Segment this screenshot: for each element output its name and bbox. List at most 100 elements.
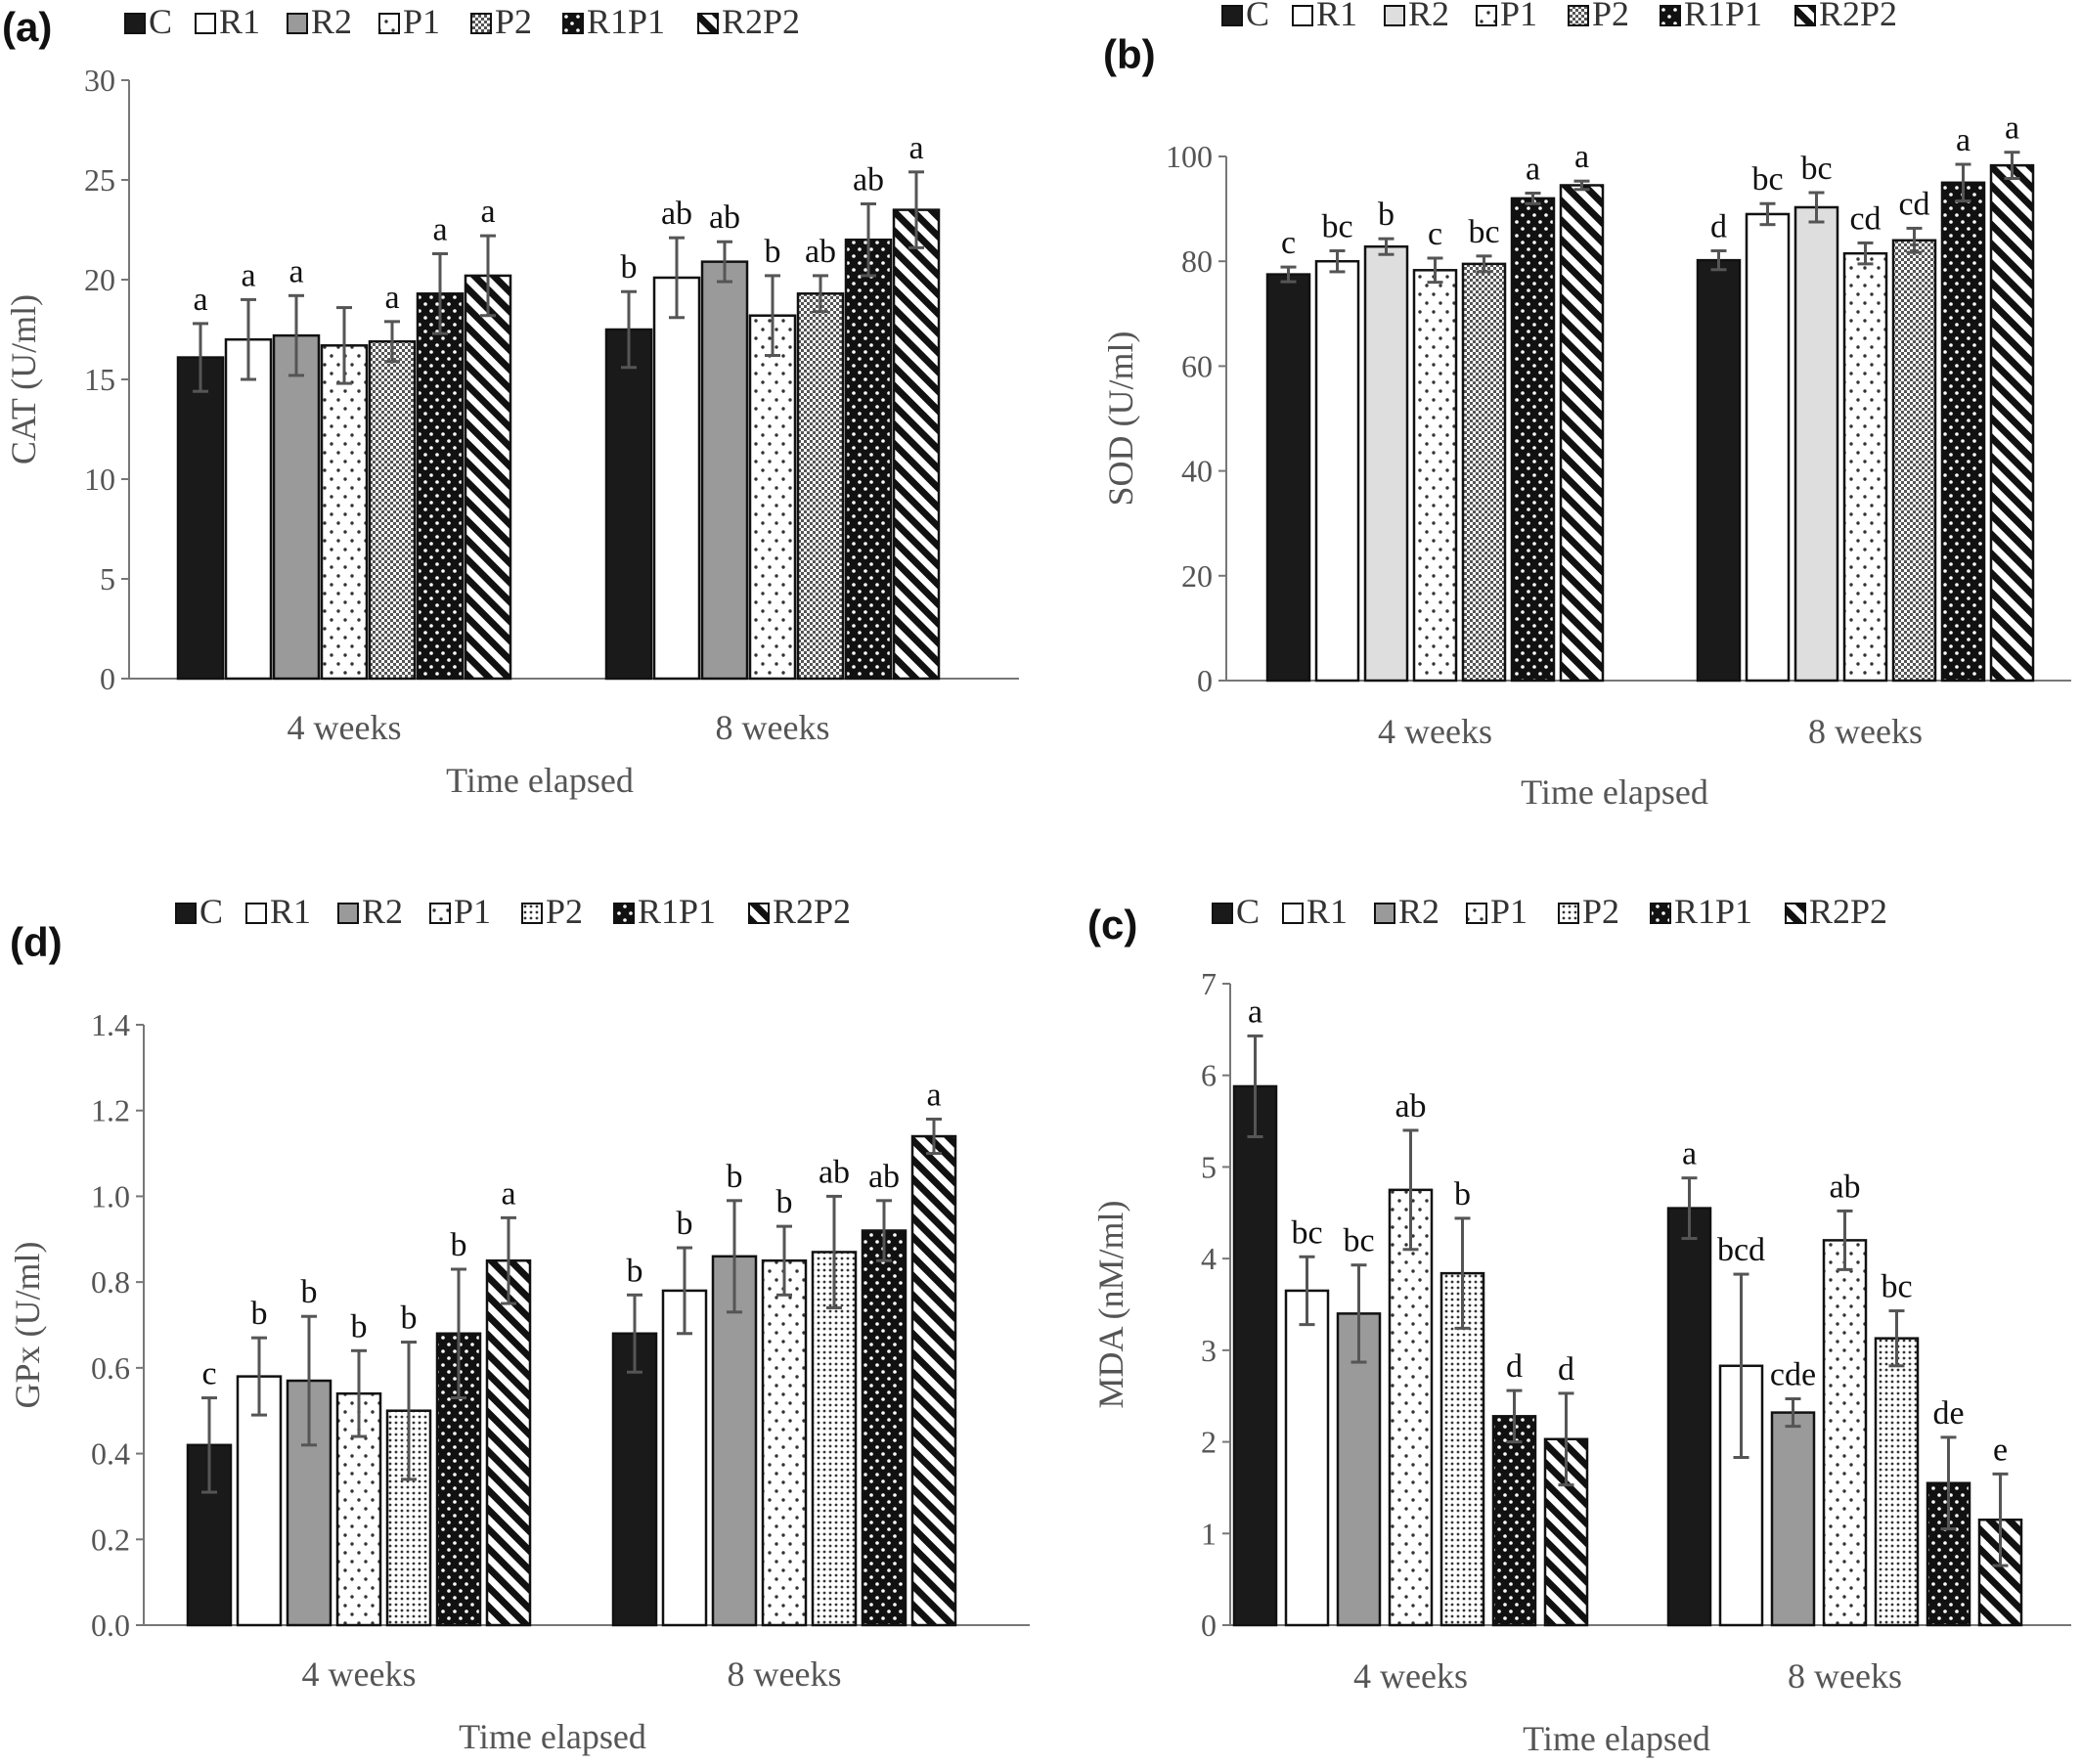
y-tick-label-c: 5 [1201, 1149, 1217, 1184]
bar-c-C-1 [1666, 1207, 1712, 1627]
legend-swatch-d-R1P1 [613, 903, 635, 924]
legend-swatch-b-R2P2 [1794, 5, 1816, 26]
bar-b-R1P1-0 [1510, 197, 1556, 683]
y-tick-label-c: 6 [1201, 1058, 1217, 1093]
significance-label-c: cde [1770, 1357, 1816, 1393]
significance-label-a: ab [853, 161, 884, 198]
legend-a: C R1 R2 P1 P2 R1P1 R2P2 [124, 2, 800, 41]
significance-label-b: c [1281, 225, 1296, 261]
legend-swatch-a-P2 [470, 13, 492, 34]
y-tick-label-a: 0 [100, 661, 115, 696]
significance-label-b: a [2005, 110, 2019, 147]
legend-label-b: P1 [1500, 0, 1537, 33]
bar-b-P1-1 [1842, 251, 1888, 683]
legend-swatch-b-R2 [1384, 5, 1405, 26]
bar-a-R1-1 [652, 276, 701, 681]
bar-d-P2-1 [811, 1251, 858, 1627]
y-tick-label-c: 0 [1201, 1608, 1217, 1643]
y-tick-label-d: 0.6 [91, 1350, 130, 1386]
x-axis-title-c: Time elapsed [1523, 1719, 1710, 1758]
y-tick-label-c: 4 [1201, 1241, 1217, 1276]
legend-label-a: R2P2 [722, 2, 800, 41]
category-label-c: 4 weeks [1353, 1656, 1468, 1696]
legend-label-d: R2 [362, 892, 403, 931]
y-tick-label-a: 5 [100, 561, 115, 596]
legend-swatch-a-R1 [195, 13, 216, 34]
significance-label-a: b [621, 249, 638, 286]
legend-swatch-c-R2P2 [1785, 903, 1806, 924]
category-label-a: 4 weeks [288, 708, 402, 747]
significance-label-d: b [627, 1253, 643, 1289]
significance-label-d: b [351, 1308, 368, 1345]
significance-label-c: e [1993, 1432, 2008, 1468]
significance-label-d: a [501, 1175, 515, 1212]
significance-label-d: b [251, 1296, 268, 1332]
legend-d: C R1 R2 P1 P2 R1P1 R2P2 [175, 892, 851, 931]
y-axis-title-c: MDA (nM/ml) [1091, 1200, 1130, 1408]
bar-b-R2P2-0 [1559, 184, 1605, 683]
x-axis-title-a: Time elapsed [446, 761, 634, 800]
bar-b-R1-1 [1745, 212, 1791, 683]
chart-d: 0.0 0.2 0.4 0.6 0.8 1.0 1.2 1.4 GPx (U/ml) Time e… [8, 1007, 1030, 1756]
bar-a-P1-1 [748, 314, 797, 681]
legend-swatch-c-C [1212, 903, 1233, 924]
bar-b-R2-0 [1363, 244, 1409, 683]
y-tick-label-d: 0.4 [91, 1436, 130, 1472]
bar-a-P2-1 [796, 292, 845, 681]
bar-c-R2-1 [1770, 1411, 1816, 1627]
y-tick-label-a: 25 [84, 162, 115, 198]
y-tick-label-a: 30 [84, 63, 115, 98]
legend-swatch-a-P1 [378, 13, 400, 34]
y-tick-label-b: 60 [1181, 348, 1213, 383]
legend-swatch-c-R2 [1374, 903, 1395, 924]
y-tick-label-b: 80 [1181, 243, 1213, 279]
legend-c: C R1 R2 P1 P2 R1P1 R2P2 [1212, 892, 1887, 931]
legend-label-c: P2 [1582, 892, 1619, 931]
y-axis-title-b: SOD (U/ml) [1101, 331, 1140, 507]
x-axis-title-d: Time elapsed [459, 1717, 646, 1756]
legend-label-a: R1P1 [587, 2, 665, 41]
bar-a-R2-1 [700, 260, 749, 681]
bar-a-R1P1-0 [416, 292, 465, 681]
significance-label-a: ab [805, 234, 836, 270]
legend-swatch-b-C [1221, 5, 1243, 26]
significance-label-c: bc [1343, 1223, 1374, 1259]
significance-label-b: a [1574, 139, 1589, 175]
category-label-d: 8 weeks [728, 1654, 842, 1694]
bar-b-R2-1 [1793, 205, 1839, 683]
bar-a-P2-0 [368, 339, 417, 681]
chart-b: 0 20 40 60 80 100 SOD (U/ml) Time elapsed 4 week… [1101, 110, 2071, 812]
y-tick-label-c: 7 [1201, 966, 1217, 1001]
bar-c-P2-1 [1874, 1337, 1920, 1627]
panel-c: (c) C R1 R2 P1 P2 R1P1 R2P2 0 1 2 3 4 5 6 7 MDA (nM/ml… [1087, 892, 2071, 1758]
bar-c-P1-1 [1822, 1239, 1868, 1627]
legend-label-c: R1 [1306, 892, 1348, 931]
y-tick-label-d: 1.4 [91, 1007, 130, 1042]
bar-b-C-1 [1696, 258, 1742, 683]
significance-label-d: ab [819, 1154, 850, 1190]
legend-label-a: P1 [403, 2, 440, 41]
significance-label-a: a [432, 211, 447, 247]
legend-swatch-a-R2 [287, 13, 308, 34]
significance-label-c: a [1248, 993, 1262, 1030]
legend-swatch-a-C [124, 13, 146, 34]
significance-label-a: a [480, 194, 495, 230]
bar-c-R1P1-0 [1491, 1415, 1537, 1627]
legend-label-d: P2 [546, 892, 583, 931]
bar-c-P1-0 [1388, 1188, 1434, 1627]
y-tick-label-d: 0.8 [91, 1264, 130, 1300]
bar-b-R1-0 [1314, 259, 1360, 683]
y-tick-label-b: 100 [1166, 139, 1213, 174]
legend-swatch-d-R2P2 [748, 903, 770, 924]
significance-label-d: b [727, 1159, 743, 1195]
panel-b: (b) C R1 R2 P1 P2 R1P1 R2P2 0 20 40 60 80 100 SOD (U… [1101, 0, 2071, 812]
y-tick-label-b: 0 [1197, 663, 1213, 698]
legend-label-b: R1P1 [1684, 0, 1762, 33]
significance-label-b: bc [1468, 214, 1499, 250]
legend-label-a: R1 [219, 2, 260, 41]
legend-label-b: P2 [1592, 0, 1629, 33]
significance-label-c: bc [1881, 1269, 1912, 1305]
chart-a: 0 5 10 15 20 25 30 CAT (U/ml) Time elapsed 4 week… [4, 63, 1019, 800]
y-tick-label-b: 40 [1181, 454, 1213, 489]
